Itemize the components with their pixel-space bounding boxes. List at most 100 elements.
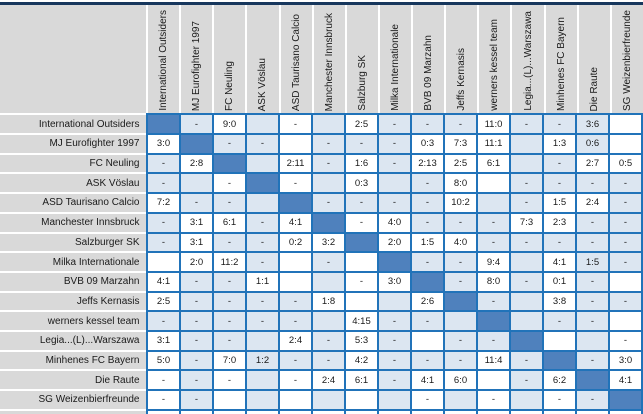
result-cell[interactable]: 2:4 [313,371,344,390]
column-header[interactable]: BVB 09 Marzahn [411,4,445,113]
result-cell[interactable]: - [280,292,311,311]
column-header[interactable]: werners kessel team [477,4,511,113]
result-cell[interactable]: - [148,312,179,330]
column-header[interactable]: Legia...(L)...Warszawa [510,4,544,113]
result-cell[interactable]: 2:0 [181,253,212,271]
result-cell[interactable] [313,115,344,134]
result-cell[interactable]: 3:0 [379,272,410,291]
result-cell[interactable]: - [610,213,641,232]
row-header[interactable]: MJ Eurofighter 1997 [0,135,146,153]
result-cell[interactable]: 9:4 [478,253,509,271]
result-cell[interactable]: - [247,233,278,252]
result-cell[interactable]: - [214,194,245,212]
result-cell[interactable]: - [544,154,575,173]
result-cell[interactable] [511,154,542,173]
column-header[interactable]: MJ Eurofighter 1997 [179,4,213,113]
result-cell[interactable]: 2:11 [280,154,311,173]
result-cell[interactable]: 4:1 [148,272,179,291]
result-cell[interactable]: - [181,312,212,330]
result-cell[interactable]: - [214,135,245,153]
result-cell[interactable]: 1:8 [313,292,344,311]
result-cell[interactable]: - [544,115,575,134]
result-cell[interactable]: - [313,154,344,173]
result-cell[interactable]: 9:0 [214,115,245,134]
result-cell[interactable]: - [577,174,608,193]
result-cell[interactable]: - [511,272,542,291]
result-cell[interactable]: 5:3 [346,331,377,350]
result-cell[interactable]: - [214,272,245,291]
row-header[interactable]: werners kessel team [0,312,146,330]
result-cell[interactable]: - [313,135,344,153]
result-cell[interactable] [610,135,641,153]
result-cell[interactable]: - [379,194,410,212]
result-cell[interactable]: 4:0 [445,233,476,252]
result-cell[interactable]: 8:0 [478,272,509,291]
result-cell[interactable]: 1:6 [346,154,377,173]
result-cell[interactable]: - [379,371,410,390]
column-header[interactable]: International Outsiders [146,4,180,113]
result-cell[interactable]: 10:2 [445,194,476,212]
result-cell[interactable]: 1:3 [544,135,575,153]
result-cell[interactable]: - [577,391,608,409]
column-header[interactable]: SG Weizenbierfreunde [609,4,643,113]
result-cell[interactable]: 4:15 [346,312,377,330]
result-cell[interactable]: - [577,292,608,311]
result-cell[interactable] [346,253,377,271]
result-cell[interactable]: - [610,174,641,193]
result-cell[interactable]: - [280,312,311,330]
result-cell[interactable] [412,331,443,350]
column-header[interactable]: Die Raute [576,4,610,113]
result-cell[interactable]: - [313,331,344,350]
column-header[interactable]: ASD Taurisano Calcio [278,4,312,113]
result-cell[interactable]: - [280,174,311,193]
self-match-cell[interactable] [346,233,377,252]
result-cell[interactable]: - [313,253,344,271]
result-cell[interactable]: 7:0 [214,351,245,370]
result-cell[interactable]: - [544,174,575,193]
result-cell[interactable]: 4:1 [280,213,311,232]
result-cell[interactable]: - [280,115,311,134]
result-cell[interactable] [313,174,344,193]
result-cell[interactable] [577,331,608,350]
result-cell[interactable]: - [610,292,641,311]
result-cell[interactable] [478,194,509,212]
result-cell[interactable] [346,391,377,409]
result-cell[interactable]: 0:6 [577,135,608,153]
row-header[interactable]: Salzburger SK [0,233,146,252]
result-cell[interactable]: 4:1 [544,253,575,271]
result-cell[interactable]: - [379,135,410,153]
result-cell[interactable] [610,272,641,291]
self-match-cell[interactable] [313,213,344,232]
result-cell[interactable]: 3:1 [148,331,179,350]
result-cell[interactable]: - [610,194,641,212]
result-cell[interactable]: - [148,213,179,232]
result-cell[interactable]: 3:2 [313,233,344,252]
result-cell[interactable]: - [346,213,377,232]
result-cell[interactable]: 4:2 [346,351,377,370]
result-cell[interactable]: - [346,135,377,153]
result-cell[interactable] [610,312,641,330]
row-header[interactable]: BVB 09 Marzahn [0,272,146,291]
result-cell[interactable]: 1:5 [544,194,575,212]
result-cell[interactable]: - [445,331,476,350]
result-cell[interactable]: - [544,391,575,409]
result-cell[interactable] [346,292,377,311]
result-cell[interactable]: - [148,174,179,193]
self-match-cell[interactable] [247,174,278,193]
result-cell[interactable] [313,391,344,409]
result-cell[interactable] [280,253,311,271]
result-cell[interactable]: 7:3 [445,135,476,153]
result-cell[interactable]: 5:0 [148,351,179,370]
result-cell[interactable]: 11:2 [214,253,245,271]
result-cell[interactable]: 11:0 [478,115,509,134]
result-cell[interactable]: 11:1 [478,135,509,153]
result-cell[interactable]: - [577,213,608,232]
result-cell[interactable]: - [379,351,410,370]
result-cell[interactable]: 7:2 [148,194,179,212]
result-cell[interactable]: 3:0 [148,135,179,153]
result-cell[interactable]: - [412,253,443,271]
result-cell[interactable]: 6:1 [214,213,245,232]
result-cell[interactable] [511,135,542,153]
result-cell[interactable]: - [148,371,179,390]
result-cell[interactable]: 3:1 [181,213,212,232]
